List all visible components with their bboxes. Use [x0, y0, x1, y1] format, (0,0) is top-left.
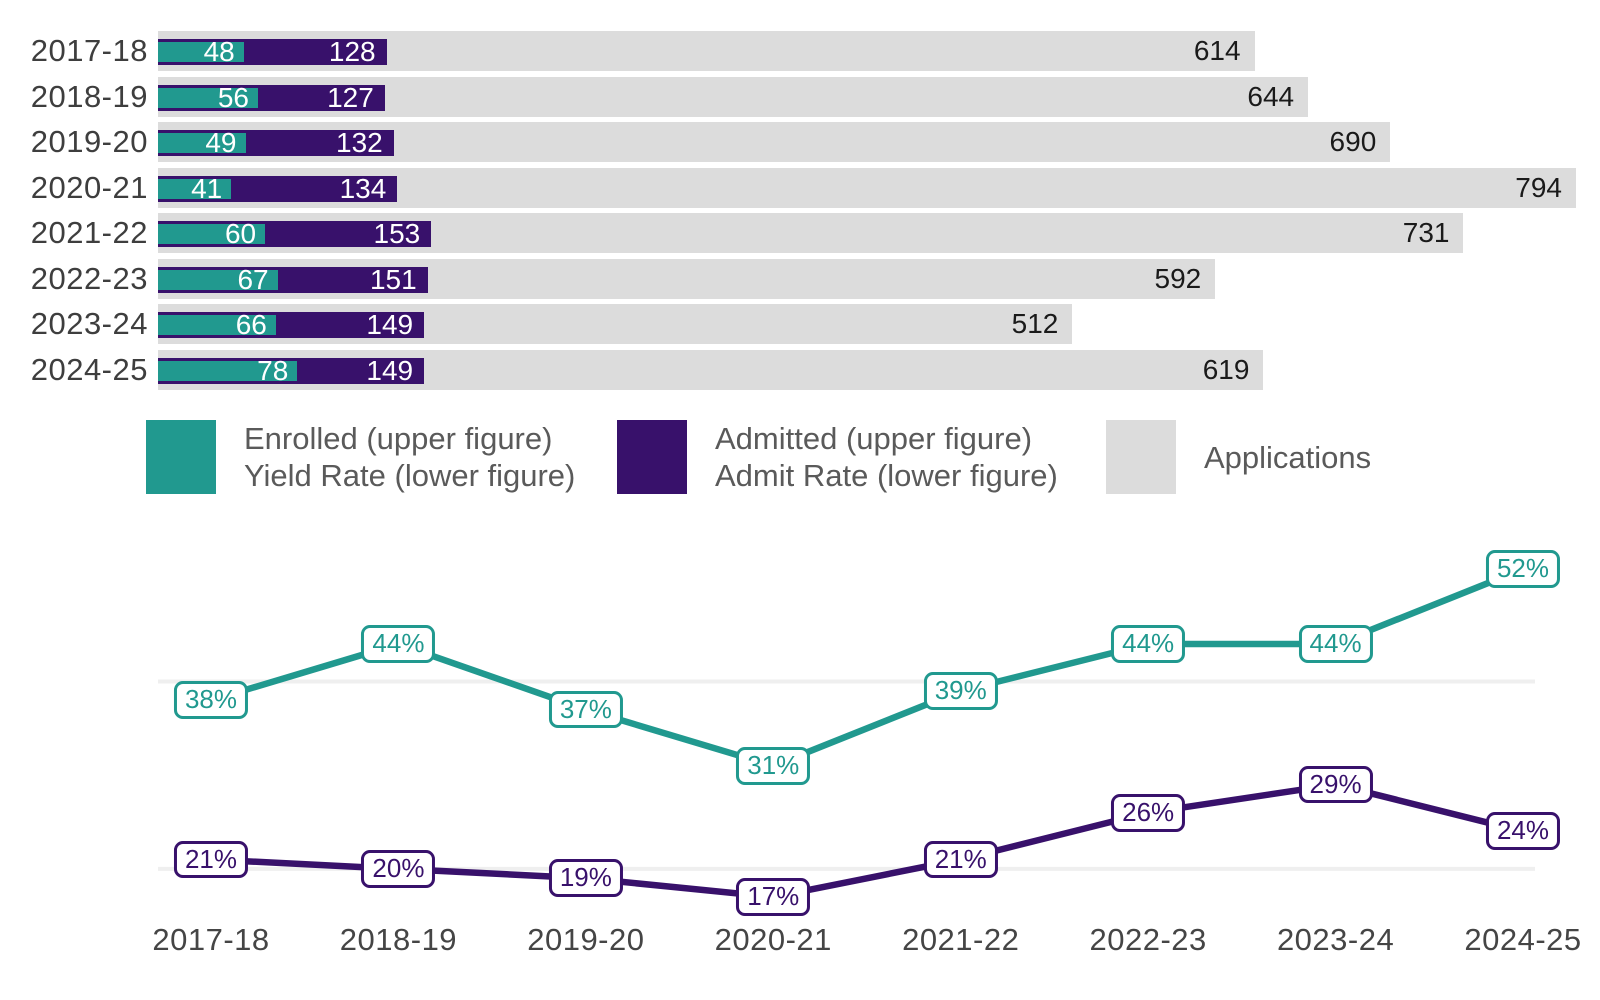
legend-text-enrolled: Enrolled (upper figure) Yield Rate (lowe… [244, 420, 575, 494]
category-label: 2017-18 [30, 33, 148, 68]
legend-label: Yield Rate (lower figure) [244, 458, 576, 493]
admitted-value: 149 [366, 354, 414, 386]
legend-label: Admitted (upper figure) [715, 421, 1033, 456]
enrolled-bar: 56 [158, 82, 258, 113]
bar-row: 2022-23 592 151 67 [0, 257, 1600, 301]
admit-rate-point-label: 19% [548, 859, 623, 898]
yield-rate-point-label: 52% [1485, 550, 1561, 588]
yield-rate-line [207, 565, 1527, 770]
category-label: 2020-21 [30, 169, 148, 205]
legend-item-admitted: Admitted (upper figure) Admit Rate (lowe… [617, 420, 1058, 494]
enrolled-bar: 67 [158, 264, 278, 295]
category-label: 2022-23 [30, 260, 148, 296]
yield-rate-point-label: 38% [173, 681, 249, 720]
enrolled-value: 60 [224, 218, 257, 249]
enrolled-bar: 78 [158, 355, 298, 386]
bar-row: 2021-22 731 153 60 [0, 211, 1600, 255]
admit-rate-point-label: 21% [923, 840, 998, 879]
category-label: 2021-22 [30, 215, 148, 250]
category-label: 2018-19 [30, 78, 148, 114]
applications-swatch [1106, 420, 1176, 494]
legend-label: Applications [1204, 439, 1372, 475]
x-axis-label: 2021-22 [902, 922, 1020, 957]
category-label: 2019-20 [30, 124, 148, 159]
legend-text-applications: Applications [1204, 439, 1371, 476]
admit-rate-point-label: 26% [1111, 793, 1186, 832]
admit-rate-point-label: 17% [736, 878, 811, 916]
x-axis-label: 2017-18 [152, 922, 270, 957]
applications-value: 512 [1011, 308, 1059, 339]
admitted-value: 132 [336, 127, 383, 158]
admitted-value: 149 [366, 309, 414, 340]
legend-text-admitted: Admitted (upper figure) Admit Rate (lowe… [715, 420, 1058, 494]
enrolled-value: 56 [217, 81, 249, 113]
admit-rate-point-label: 24% [1485, 812, 1561, 851]
legend-item-applications: Applications [1106, 420, 1371, 494]
enrolled-bar: 66 [158, 309, 276, 340]
applications-value: 614 [1193, 35, 1241, 66]
yield-rate-point-label: 44% [1111, 625, 1186, 663]
yield-rate-point-label: 44% [361, 625, 436, 663]
category-label: 2023-24 [30, 306, 148, 341]
yield-rate-point-label: 39% [923, 671, 998, 710]
bar-row: 2023-24 512 149 66 [0, 302, 1600, 346]
enrolled-value: 49 [205, 127, 237, 158]
admitted-value: 153 [373, 218, 421, 249]
applications-value: 619 [1202, 353, 1250, 385]
x-axis-label: 2023-24 [1276, 922, 1395, 957]
enrolled-bar: 41 [158, 173, 232, 204]
applications-value: 644 [1247, 80, 1295, 112]
enrolled-bar: 49 [158, 127, 246, 158]
applications-value: 592 [1154, 262, 1202, 294]
enrolled-value: 41 [191, 172, 223, 204]
admissions-bar-chart: 2017-18 614 128 48 2018-19 644 127 56 2019-20 690… [0, 0, 1600, 412]
yield-rate-point-label: 31% [736, 746, 811, 785]
admitted-value: 128 [328, 36, 376, 67]
category-label: 2024-25 [30, 351, 148, 387]
bar-row: 2017-18 614 128 48 [0, 29, 1600, 73]
x-axis-label: 2022-23 [1089, 922, 1207, 957]
admitted-value: 127 [327, 81, 374, 113]
admit-rate-point-label: 29% [1298, 765, 1373, 804]
bar-row: 2020-21 794 134 41 [0, 166, 1600, 210]
applications-value: 794 [1515, 171, 1562, 203]
applications-value: 690 [1329, 126, 1377, 157]
enrolled-value: 66 [235, 309, 267, 340]
admit-rate-point-label: 21% [173, 840, 249, 879]
enrolled-value: 78 [257, 354, 289, 386]
bar-row: 2018-19 644 127 56 [0, 75, 1600, 119]
enrolled-swatch [146, 420, 216, 494]
legend-item-enrolled: Enrolled (upper figure) Yield Rate (lowe… [146, 420, 575, 494]
bar-row: 2024-25 619 149 78 [0, 348, 1600, 392]
x-axis-label: 2019-20 [527, 922, 645, 957]
yield-rate-point-label: 44% [1298, 625, 1373, 663]
enrolled-bar: 60 [158, 218, 266, 249]
enrolled-value: 48 [203, 36, 235, 67]
legend-label: Admit Rate (lower figure) [715, 458, 1058, 493]
bar-row: 2019-20 690 132 49 [0, 120, 1600, 164]
x-axis-label: 2024-25 [1464, 922, 1582, 957]
admit-rate-point-label: 20% [361, 849, 436, 888]
applications-value: 731 [1402, 217, 1450, 248]
x-axis-label: 2018-19 [339, 922, 458, 957]
legend-label: Enrolled (upper figure) [244, 421, 553, 456]
yield-rate-point-label: 37% [548, 690, 623, 729]
x-axis-label: 2020-21 [714, 922, 832, 957]
enrolled-value: 67 [237, 263, 269, 295]
admitted-swatch [617, 420, 687, 494]
admitted-value: 134 [339, 172, 387, 204]
admitted-value: 151 [369, 263, 417, 295]
enrolled-bar: 48 [158, 36, 244, 67]
